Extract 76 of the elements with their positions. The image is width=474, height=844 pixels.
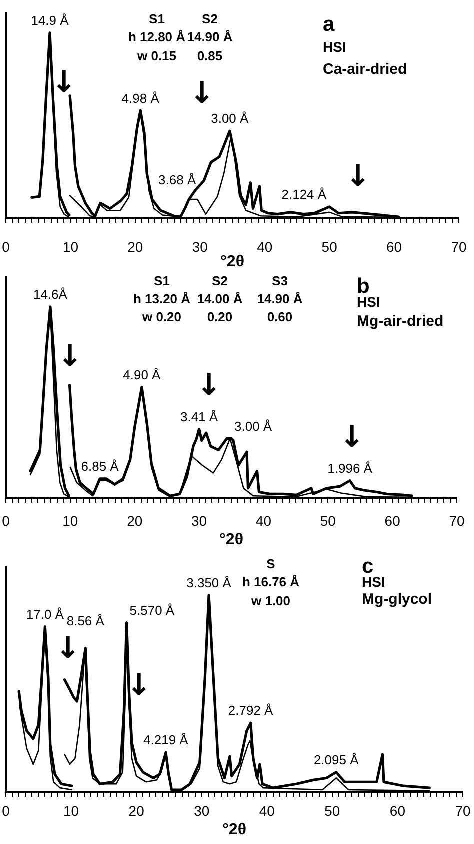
text: h 16.76 Å bbox=[242, 574, 300, 590]
annotation: 0.60 bbox=[267, 310, 293, 325]
text: S bbox=[266, 556, 276, 572]
x-tick-label: 40 bbox=[257, 238, 273, 255]
x-tick-label: 10 bbox=[62, 238, 79, 255]
annotation: 3.68 Å bbox=[158, 172, 196, 188]
text: S2 bbox=[202, 12, 218, 27]
text: h 13.20 Å bbox=[133, 292, 192, 307]
annotation: ↓ bbox=[51, 64, 77, 100]
x-tick-label: 0 bbox=[2, 512, 10, 529]
x-tick-label: 20 bbox=[128, 238, 144, 255]
annotation: 8.56 Å bbox=[66, 614, 105, 629]
x-tick-label: 10 bbox=[63, 802, 80, 819]
x-tick-label: 40 bbox=[259, 802, 276, 819]
annotation: 2.792 Å bbox=[228, 703, 274, 718]
x-tick-label: 30 bbox=[192, 238, 208, 255]
annotation: 2.095 Å bbox=[314, 752, 360, 768]
annotation: 17.0 Å bbox=[26, 606, 64, 622]
annotation: ↓ bbox=[126, 668, 152, 703]
annotation: HSI bbox=[323, 38, 346, 55]
annotation: 14.90 Å bbox=[187, 30, 234, 45]
annotation: ↓ bbox=[196, 368, 222, 403]
annotation: 4.90 Å bbox=[123, 367, 162, 382]
annotation: ↓ bbox=[345, 158, 371, 194]
annotation: Mg-air-dried bbox=[357, 313, 444, 330]
text: 14.90 Å bbox=[257, 292, 304, 307]
chart-title: a bbox=[323, 12, 335, 36]
x-tick-label: 10 bbox=[62, 512, 78, 529]
annotation: ↓ bbox=[189, 76, 215, 111]
x-axis-title: °2θ bbox=[222, 821, 246, 838]
x-tick-label: 40 bbox=[256, 512, 272, 529]
annotation: h 12.80 Å bbox=[128, 30, 186, 45]
x-tick-label: 50 bbox=[324, 802, 340, 819]
annotation: 4.219 Å bbox=[144, 732, 189, 748]
x-tick-label: 60 bbox=[390, 802, 406, 819]
x-tick-label: 30 bbox=[191, 512, 208, 529]
text: S2 bbox=[212, 274, 228, 289]
x-tick-label: 70 bbox=[455, 802, 471, 819]
annotation: 3.00 Å bbox=[234, 418, 272, 434]
annotation: 3.00 Å bbox=[211, 111, 250, 126]
annotation: Mg-glycol bbox=[362, 591, 432, 608]
annotation: 14.9 Å bbox=[31, 13, 70, 28]
annotation: ↓ bbox=[339, 420, 365, 455]
x-tick-label: 50 bbox=[322, 238, 338, 255]
text: 14.00 Å bbox=[197, 292, 244, 307]
annotation: 14.6Å bbox=[33, 287, 68, 302]
x-axis-title: °2θ bbox=[220, 531, 244, 548]
text: S1 bbox=[154, 274, 170, 289]
annotation: 4.98 Å bbox=[122, 90, 160, 106]
text: S1 bbox=[149, 12, 165, 27]
annotation: ↓ bbox=[55, 630, 81, 666]
annotation: 3.350 Å bbox=[186, 575, 232, 590]
x-tick-label: 20 bbox=[127, 512, 143, 529]
x-tick-label: 70 bbox=[451, 238, 467, 255]
annotation: w 0.15 bbox=[136, 48, 177, 64]
x-tick-label: 0 bbox=[2, 802, 10, 819]
x-tick-label: 0 bbox=[2, 238, 10, 255]
annotation: 1.996 Å bbox=[328, 460, 373, 476]
x-tick-label: 30 bbox=[194, 802, 210, 819]
x-tick-label: 20 bbox=[128, 802, 145, 819]
annotation: 2.124 Å bbox=[282, 186, 327, 202]
x-axis-title: °2θ bbox=[220, 253, 244, 270]
annotation: Ca-air-dried bbox=[323, 61, 408, 78]
annotation: 5.570 Å bbox=[130, 602, 175, 618]
annotation: ↓ bbox=[57, 338, 83, 374]
annotation: 0.85 bbox=[197, 48, 223, 64]
annotation: 6.85 Å bbox=[81, 458, 120, 474]
x-tick-label: 70 bbox=[449, 512, 465, 529]
x-tick-label: 50 bbox=[320, 512, 336, 529]
annotation: 0.20 bbox=[207, 310, 233, 325]
x-tick-label: 60 bbox=[384, 512, 401, 529]
annotation: 3.41 Å bbox=[180, 409, 218, 424]
text: S3 bbox=[272, 274, 288, 289]
annotation: w 0.20 bbox=[141, 310, 182, 325]
annotation: w 1.00 bbox=[250, 594, 291, 609]
x-tick-label: 60 bbox=[386, 238, 402, 255]
